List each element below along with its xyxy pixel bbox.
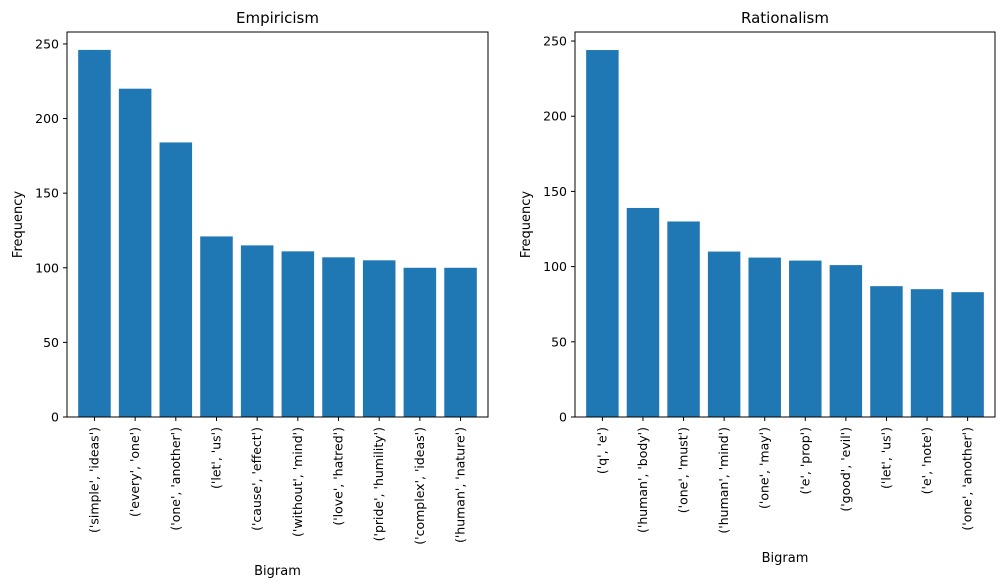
x-tick-label: ('human', 'mind'): [716, 427, 731, 534]
x-tick-label: ('human', 'nature'): [453, 427, 468, 543]
chart-empiricism: Empiricism Bigram Frequency ('simple', '…: [11, 9, 489, 579]
y-tick-label: 100: [543, 259, 567, 274]
x-tick-label: ('cause', 'effect'): [249, 427, 264, 531]
bar: [200, 236, 233, 417]
bar-group: [78, 49, 477, 417]
bar-group: [586, 50, 984, 417]
x-tick-label: ('every', 'one'): [127, 427, 142, 517]
x-tick-label: ('e', 'prop'): [797, 427, 812, 495]
bar: [707, 251, 741, 417]
y-tick-label: 50: [551, 334, 567, 349]
bar: [586, 50, 619, 417]
bar: [910, 289, 944, 417]
x-tick-label: ('one', 'another'): [168, 427, 183, 531]
bar: [281, 251, 315, 417]
bar: [322, 257, 355, 417]
plot-frame: [66, 31, 489, 418]
tick-group: ('simple', 'ideas') ('every', 'one') ('one…: [35, 36, 467, 544]
bar: [870, 286, 903, 417]
x-tick-label: ('e', 'note'): [919, 427, 934, 494]
x-tick-label: ('simple', 'ideas'): [86, 427, 101, 533]
y-tick-label: 100: [35, 260, 59, 275]
chart-title: Rationalism: [741, 9, 829, 27]
chart-title: Empiricism: [236, 9, 319, 27]
bar: [626, 207, 660, 417]
y-axis-label: Frequency: [11, 191, 26, 258]
chart-rationalism: Rationalism Bigram Frequency ('q', 'e')(…: [519, 9, 996, 566]
y-tick-label: 150: [543, 184, 567, 199]
y-tick-label: 250: [543, 34, 567, 49]
x-tick-label: ('human', 'body'): [635, 427, 650, 533]
y-axis-label: Frequency: [519, 191, 534, 258]
x-tick-label: ('complex', 'ideas'): [412, 427, 427, 545]
y-tick-label: 50: [43, 335, 59, 350]
bar: [748, 257, 781, 417]
bar: [403, 267, 437, 417]
x-tick-label: ('without', 'mind'): [290, 427, 305, 537]
y-tick-label: 250: [35, 36, 59, 51]
x-axis-label: Bigram: [762, 551, 809, 566]
x-tick-label: ('let', 'us'): [208, 427, 223, 489]
x-axis-label: Bigram: [254, 564, 301, 579]
bar: [829, 265, 863, 417]
y-tick-label: 200: [35, 111, 59, 126]
bar: [789, 260, 822, 417]
x-tick-label: ('let', 'us'): [878, 427, 893, 489]
plot-frame: [574, 31, 996, 418]
y-tick-label: 0: [559, 410, 567, 425]
bar: [667, 221, 700, 417]
bar: [240, 245, 274, 417]
bar: [159, 142, 193, 417]
x-tick-label: ('pride', 'humility'): [371, 427, 386, 541]
bar: [78, 49, 111, 417]
y-tick-label: 0: [51, 410, 59, 425]
x-tick-label: ('one', 'another'): [960, 427, 975, 531]
bar: [444, 267, 477, 417]
bar: [951, 292, 984, 417]
bar: [118, 88, 152, 417]
x-tick-label: ('good', 'evil'): [838, 427, 853, 512]
y-tick-label: 200: [543, 109, 567, 124]
bar: [362, 260, 396, 417]
x-tick-label: ('one', 'must'): [676, 427, 691, 513]
tick-group: ('q', 'e') ('human', 'body') ('one', 'must…: [543, 34, 974, 534]
y-tick-label: 150: [35, 186, 59, 201]
x-tick-label: ('love', 'hatred'): [331, 427, 346, 526]
x-tick-label: ('q', 'e'): [594, 427, 609, 474]
x-tick-label: ('one', 'may'): [757, 427, 772, 509]
